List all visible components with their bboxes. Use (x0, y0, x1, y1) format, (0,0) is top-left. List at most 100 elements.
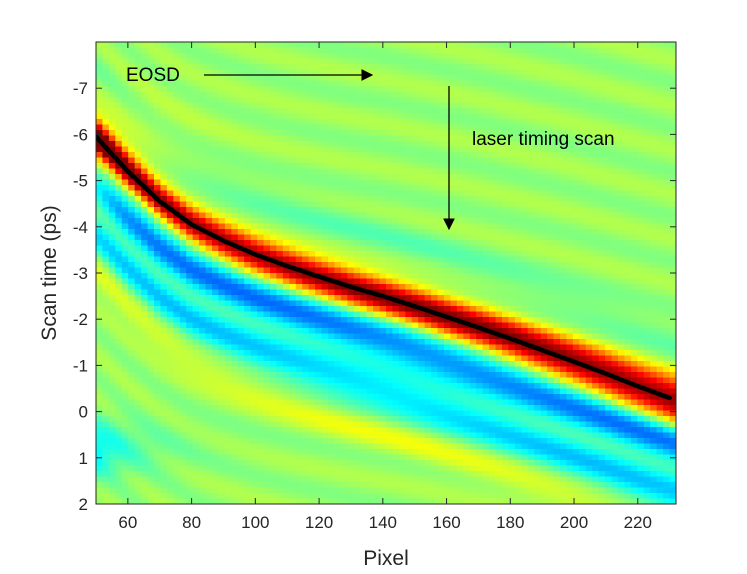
heatmap-cell (282, 410, 290, 417)
heatmap-cell (418, 113, 426, 120)
heatmap-cell (450, 69, 458, 76)
heatmap-cell (263, 240, 271, 247)
heatmap-cell (340, 322, 348, 329)
heatmap-cell (128, 218, 136, 225)
heatmap-cell (295, 487, 303, 494)
heatmap-cell (302, 152, 310, 159)
heatmap-cell (147, 113, 155, 120)
heatmap-cell (218, 394, 226, 401)
heatmap-cell (276, 53, 284, 60)
heatmap-cell (386, 394, 394, 401)
heatmap-cell (476, 256, 484, 263)
heatmap-cell (392, 42, 400, 49)
heatmap-cell (444, 53, 452, 60)
heatmap-cell (244, 119, 252, 126)
heatmap-cell (96, 284, 104, 291)
heatmap-cell (308, 295, 316, 302)
heatmap-cell (398, 69, 406, 76)
heatmap-cell (96, 443, 104, 450)
heatmap-cell (450, 157, 458, 164)
heatmap-cell (302, 284, 310, 291)
heatmap-cell (134, 108, 142, 115)
heatmap-cell (224, 460, 232, 467)
heatmap-cell (121, 273, 129, 280)
heatmap-cell (328, 372, 336, 379)
heatmap-cell (179, 465, 187, 472)
heatmap-cell (398, 91, 406, 98)
heatmap-cell (418, 53, 426, 60)
heatmap-cell (231, 306, 239, 313)
heatmap-cell (244, 350, 252, 357)
heatmap-cell (282, 394, 290, 401)
heatmap-cell (270, 471, 278, 478)
heatmap-cell (360, 487, 368, 494)
heatmap-cell (186, 476, 194, 483)
heatmap-cell (437, 75, 445, 82)
heatmap-cell (102, 322, 110, 329)
heatmap-cell (302, 58, 310, 65)
heatmap-cell (115, 273, 123, 280)
heatmap-cell (186, 344, 194, 351)
heatmap-cell (173, 421, 181, 428)
heatmap-cell (386, 498, 394, 504)
heatmap-cell (334, 399, 342, 406)
heatmap-cell (450, 75, 458, 82)
heatmap-cell (250, 278, 258, 285)
heatmap-cell (154, 377, 162, 384)
heatmap-cell (456, 75, 464, 82)
heatmap-cell (250, 108, 258, 115)
heatmap-cell (308, 190, 316, 197)
heatmap-cell (231, 113, 239, 120)
heatmap-cell (237, 394, 245, 401)
heatmap-cell (115, 135, 123, 142)
heatmap-cell (134, 113, 142, 120)
heatmap-cell (244, 311, 252, 318)
heatmap-cell (295, 493, 303, 500)
heatmap-cell (437, 284, 445, 291)
heatmap-cell (373, 157, 381, 164)
heatmap-cell (128, 223, 136, 230)
heatmap-cell (244, 284, 252, 291)
heatmap-cell (276, 350, 284, 357)
heatmap-cell (212, 322, 220, 329)
heatmap-cell (121, 267, 129, 274)
heatmap-cell (166, 47, 174, 54)
heatmap-cell (398, 163, 406, 170)
heatmap-cell (347, 75, 355, 82)
heatmap-cell (154, 306, 162, 313)
heatmap-cell (115, 190, 123, 197)
heatmap-cell (431, 405, 439, 412)
heatmap-cell (437, 69, 445, 76)
heatmap-cell (302, 399, 310, 406)
heatmap-cell (366, 119, 374, 126)
heatmap-cell (134, 460, 142, 467)
heatmap-cell (166, 394, 174, 401)
heatmap-cell (205, 295, 213, 302)
heatmap-cell (192, 80, 200, 87)
heatmap-cell (224, 207, 232, 214)
heatmap-cell (250, 333, 258, 340)
heatmap-cell (321, 388, 329, 395)
heatmap-cell (315, 212, 323, 219)
heatmap-cell (366, 42, 374, 49)
heatmap-cell (450, 64, 458, 71)
heatmap-cell (160, 174, 168, 181)
heatmap-cell (173, 174, 181, 181)
heatmap-cell (321, 152, 329, 159)
heatmap-cell (379, 256, 387, 263)
heatmap-cell (444, 174, 452, 181)
heatmap-cell (141, 289, 149, 296)
heatmap-cell (121, 97, 129, 104)
heatmap-cell (244, 476, 252, 483)
heatmap-cell (308, 361, 316, 368)
heatmap-cell (186, 42, 194, 49)
heatmap-cell (263, 366, 271, 373)
heatmap-cell (244, 75, 252, 82)
heatmap-cell (141, 130, 149, 137)
heatmap-cell (379, 245, 387, 252)
heatmap-cell (340, 399, 348, 406)
heatmap-cell (218, 135, 226, 142)
heatmap-cell (96, 328, 104, 335)
heatmap-cell (463, 108, 471, 115)
heatmap-cell (431, 102, 439, 109)
